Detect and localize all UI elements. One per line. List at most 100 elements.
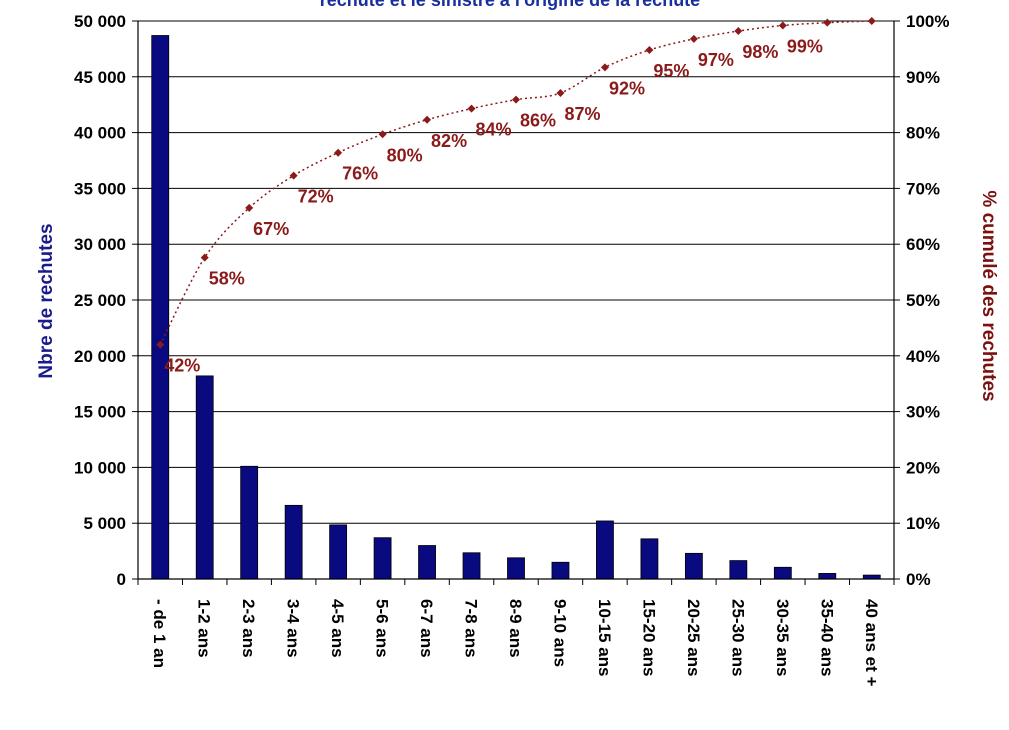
left-tick-label: 30 000 bbox=[74, 235, 126, 254]
cumulative-point bbox=[823, 18, 832, 27]
cumulative-line-series bbox=[156, 17, 876, 349]
cumulative-point bbox=[512, 95, 520, 104]
category-label: 40 ans et + bbox=[862, 599, 881, 686]
right-tick-label: 60% bbox=[906, 235, 940, 254]
category-label: 5-6 ans bbox=[373, 599, 392, 658]
bar bbox=[418, 545, 436, 580]
right-tick-label: 0% bbox=[906, 570, 931, 589]
cumulative-point-label: 82% bbox=[431, 131, 467, 151]
left-axis-label: Nbre de rechutes bbox=[36, 223, 57, 378]
category-label: 7-8 ans bbox=[462, 599, 481, 658]
left-tick-label: 15 000 bbox=[74, 403, 126, 422]
left-tick-label: 5 000 bbox=[83, 514, 126, 533]
right-axis-ticks: 0% 10% 20% 30% 40% 50% 60% 70% 80% 90% 100% bbox=[906, 12, 949, 589]
left-tick-label: 0 bbox=[117, 570, 126, 589]
cumulative-point-label: 80% bbox=[387, 145, 423, 165]
cumulative-point bbox=[778, 21, 787, 30]
cumulative-point bbox=[156, 340, 165, 349]
cumulative-point-label: 42% bbox=[164, 356, 200, 376]
right-tick-label: 70% bbox=[906, 179, 940, 198]
cumulative-point-label: 99% bbox=[787, 36, 823, 56]
cumulative-point-label: 84% bbox=[476, 120, 512, 140]
bar bbox=[684, 552, 703, 580]
gridlines bbox=[138, 20, 894, 524]
right-axis-label: % cumulé des rechutes bbox=[978, 190, 999, 401]
category-label: - de 1 an bbox=[150, 599, 169, 668]
cumulative-point bbox=[289, 171, 298, 180]
category-label: 2-3 ans bbox=[239, 599, 258, 658]
bar bbox=[773, 566, 792, 580]
cumulative-point bbox=[600, 63, 609, 72]
category-label: 25-30 ans bbox=[728, 599, 747, 677]
right-tick-label: 30% bbox=[906, 403, 940, 422]
cumulative-point-label: 58% bbox=[209, 269, 245, 289]
cumulative-line bbox=[159, 20, 872, 345]
cumulative-point-label: 95% bbox=[653, 61, 689, 81]
cumulative-point bbox=[867, 17, 876, 25]
left-tick-label: 40 000 bbox=[74, 124, 126, 143]
category-label: 35-40 ans bbox=[817, 599, 836, 677]
right-tick-label: 10% bbox=[906, 514, 940, 533]
category-label: 6-7 ans bbox=[417, 599, 436, 658]
right-tick-label: 100% bbox=[906, 12, 949, 31]
cumulative-point bbox=[645, 46, 654, 55]
left-tick-label: 35 000 bbox=[74, 179, 126, 198]
cumulative-point-label: 76% bbox=[342, 164, 378, 184]
cumulative-point bbox=[689, 34, 698, 43]
bar bbox=[818, 573, 837, 580]
left-tick-label: 20 000 bbox=[74, 347, 126, 366]
category-label: 15-20 ans bbox=[639, 599, 658, 677]
bar bbox=[596, 520, 614, 580]
cumulative-point-label: 67% bbox=[253, 219, 289, 239]
category-labels: - de 1 an 1-2 ans 2-3 ans 3-4 ans 4-5 ans 5-6… bbox=[150, 599, 881, 686]
category-label: 20-25 ans bbox=[684, 599, 703, 677]
bar bbox=[284, 504, 303, 580]
left-tick-label: 10 000 bbox=[74, 458, 126, 477]
cumulative-point-labels: 42% 58% 67% 72% 76% 80% 82% 84% 86% 87% 92% 95% 97% 9… bbox=[164, 36, 823, 375]
cumulative-point-label: 97% bbox=[698, 50, 734, 70]
cumulative-point bbox=[556, 88, 565, 97]
cumulative-point-label: 87% bbox=[564, 104, 600, 124]
bar bbox=[151, 35, 170, 580]
category-label: 9-10 ans bbox=[550, 599, 569, 667]
bar bbox=[640, 538, 659, 580]
category-label: 4-5 ans bbox=[328, 599, 347, 658]
left-tick-label: 50 000 bbox=[74, 12, 126, 31]
right-tick-label: 90% bbox=[906, 68, 940, 87]
cumulative-point-label: 86% bbox=[520, 111, 556, 131]
bar bbox=[551, 561, 570, 580]
category-label: 3-4 ans bbox=[284, 599, 303, 658]
category-label: 1-2 ans bbox=[195, 599, 214, 658]
axes bbox=[132, 20, 900, 585]
category-label: 30-35 ans bbox=[773, 599, 792, 677]
cumulative-point bbox=[378, 130, 387, 139]
right-tick-label: 20% bbox=[906, 458, 940, 477]
right-tick-label: 50% bbox=[906, 291, 940, 310]
cumulative-point bbox=[334, 148, 343, 157]
cumulative-point-label: 98% bbox=[742, 42, 778, 62]
bar bbox=[729, 560, 748, 580]
left-tick-label: 45 000 bbox=[74, 68, 126, 87]
cumulative-point bbox=[423, 115, 432, 124]
left-tick-label: 25 000 bbox=[74, 291, 126, 310]
cumulative-point bbox=[734, 27, 743, 36]
cumulative-point bbox=[200, 253, 209, 262]
category-label: 10-15 ans bbox=[595, 599, 614, 677]
cumulative-point-label: 72% bbox=[298, 187, 334, 207]
right-tick-label: 80% bbox=[906, 124, 940, 143]
cumulative-point-label: 92% bbox=[609, 78, 645, 98]
cumulative-point bbox=[467, 104, 476, 113]
category-label: 8-9 ans bbox=[506, 599, 525, 658]
bar-series bbox=[151, 35, 881, 580]
bar bbox=[462, 552, 481, 580]
chart-title: rechute et le sinistre à l'origine de la… bbox=[320, 0, 700, 10]
right-tick-label: 40% bbox=[906, 347, 940, 366]
bar bbox=[373, 537, 392, 580]
left-axis-ticks: 0 5 000 10 000 15 000 20 000 25 000 30 000 35 0… bbox=[74, 12, 126, 589]
cumulative-point bbox=[245, 203, 254, 212]
bar bbox=[329, 524, 348, 580]
bar bbox=[240, 465, 259, 580]
bar bbox=[507, 557, 525, 580]
bar bbox=[195, 375, 214, 580]
